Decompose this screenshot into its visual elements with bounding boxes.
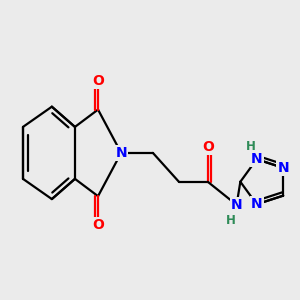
Text: N: N [278, 161, 289, 175]
Text: N: N [231, 198, 242, 212]
Text: O: O [92, 218, 104, 232]
Text: N: N [251, 197, 262, 211]
Text: O: O [92, 74, 104, 88]
Text: N: N [251, 152, 262, 166]
Text: H: H [226, 214, 236, 227]
Text: N: N [115, 146, 127, 160]
Text: O: O [202, 140, 214, 154]
Text: H: H [246, 140, 256, 153]
